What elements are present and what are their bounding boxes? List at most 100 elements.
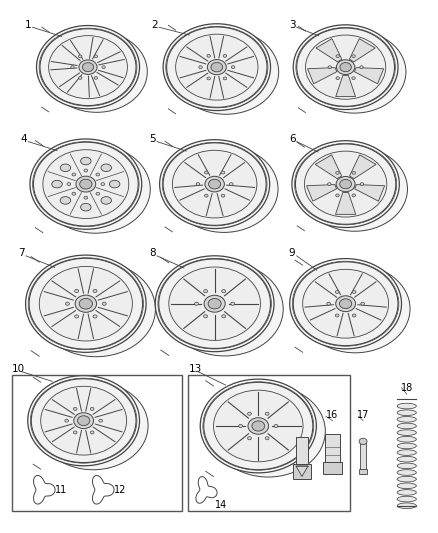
Ellipse shape <box>207 77 210 80</box>
Ellipse shape <box>166 27 267 107</box>
Ellipse shape <box>79 60 97 75</box>
Ellipse shape <box>352 77 355 79</box>
Ellipse shape <box>352 314 356 317</box>
Ellipse shape <box>304 151 387 217</box>
Ellipse shape <box>336 60 355 75</box>
Ellipse shape <box>30 139 142 229</box>
Ellipse shape <box>72 192 76 195</box>
Bar <box>323 462 342 474</box>
Polygon shape <box>296 466 308 477</box>
Ellipse shape <box>90 431 94 434</box>
Ellipse shape <box>36 26 140 109</box>
Polygon shape <box>355 184 385 201</box>
Ellipse shape <box>93 289 97 293</box>
Polygon shape <box>336 75 356 96</box>
Ellipse shape <box>84 169 88 172</box>
Ellipse shape <box>173 150 257 218</box>
Ellipse shape <box>211 62 223 72</box>
Ellipse shape <box>96 173 100 176</box>
Bar <box>188 375 350 511</box>
Ellipse shape <box>222 314 226 318</box>
Ellipse shape <box>101 164 111 172</box>
Ellipse shape <box>339 299 352 309</box>
Ellipse shape <box>222 289 226 293</box>
Ellipse shape <box>297 28 395 106</box>
Ellipse shape <box>352 194 356 197</box>
Ellipse shape <box>397 423 417 429</box>
Ellipse shape <box>76 176 96 192</box>
Ellipse shape <box>102 302 106 305</box>
Ellipse shape <box>90 407 94 410</box>
Ellipse shape <box>205 171 208 174</box>
Text: 17: 17 <box>357 409 369 419</box>
Ellipse shape <box>290 259 402 349</box>
Ellipse shape <box>81 157 91 165</box>
Ellipse shape <box>328 183 331 185</box>
Ellipse shape <box>208 298 221 309</box>
Ellipse shape <box>28 376 140 466</box>
Ellipse shape <box>214 390 303 462</box>
Polygon shape <box>316 39 342 62</box>
Polygon shape <box>315 155 342 179</box>
Ellipse shape <box>211 385 325 477</box>
Ellipse shape <box>397 410 417 416</box>
Bar <box>296 437 308 466</box>
Ellipse shape <box>359 438 367 445</box>
Bar <box>293 464 311 479</box>
Polygon shape <box>350 39 375 62</box>
Ellipse shape <box>360 183 364 185</box>
Text: 10: 10 <box>12 364 25 374</box>
Ellipse shape <box>176 34 258 100</box>
Ellipse shape <box>101 183 105 185</box>
Ellipse shape <box>41 386 127 455</box>
Bar <box>12 375 182 511</box>
Text: 15: 15 <box>296 409 308 419</box>
Text: 1: 1 <box>25 20 32 30</box>
Ellipse shape <box>295 144 396 224</box>
Ellipse shape <box>397 437 417 442</box>
Ellipse shape <box>39 266 132 341</box>
Ellipse shape <box>74 289 79 293</box>
Ellipse shape <box>73 407 77 410</box>
Ellipse shape <box>336 314 339 317</box>
Ellipse shape <box>60 197 71 204</box>
Ellipse shape <box>252 421 265 431</box>
Ellipse shape <box>200 379 316 473</box>
Polygon shape <box>336 192 356 214</box>
Ellipse shape <box>336 296 356 312</box>
Ellipse shape <box>336 176 355 192</box>
Ellipse shape <box>302 147 407 231</box>
Ellipse shape <box>29 259 143 349</box>
Ellipse shape <box>96 192 100 195</box>
Ellipse shape <box>196 183 200 185</box>
Ellipse shape <box>155 256 274 352</box>
Polygon shape <box>307 68 337 84</box>
Text: 8: 8 <box>149 248 156 258</box>
Ellipse shape <box>49 36 127 99</box>
Polygon shape <box>354 68 384 84</box>
Ellipse shape <box>31 379 136 463</box>
Ellipse shape <box>194 302 198 305</box>
Ellipse shape <box>80 179 92 189</box>
Ellipse shape <box>72 173 76 176</box>
Ellipse shape <box>336 55 339 58</box>
Ellipse shape <box>221 171 225 174</box>
Ellipse shape <box>65 302 70 305</box>
Ellipse shape <box>340 180 351 189</box>
Ellipse shape <box>247 412 251 415</box>
Ellipse shape <box>204 314 208 318</box>
Ellipse shape <box>75 295 96 312</box>
Text: 16: 16 <box>326 409 339 419</box>
Ellipse shape <box>159 259 271 349</box>
Ellipse shape <box>397 490 417 495</box>
Text: 4: 4 <box>20 134 27 144</box>
Ellipse shape <box>327 302 331 305</box>
Ellipse shape <box>397 430 417 435</box>
Ellipse shape <box>173 30 279 114</box>
Polygon shape <box>307 184 336 201</box>
Ellipse shape <box>65 419 68 422</box>
Ellipse shape <box>204 382 313 470</box>
Text: 9: 9 <box>289 248 296 258</box>
Ellipse shape <box>265 437 269 440</box>
Text: 6: 6 <box>289 134 296 144</box>
